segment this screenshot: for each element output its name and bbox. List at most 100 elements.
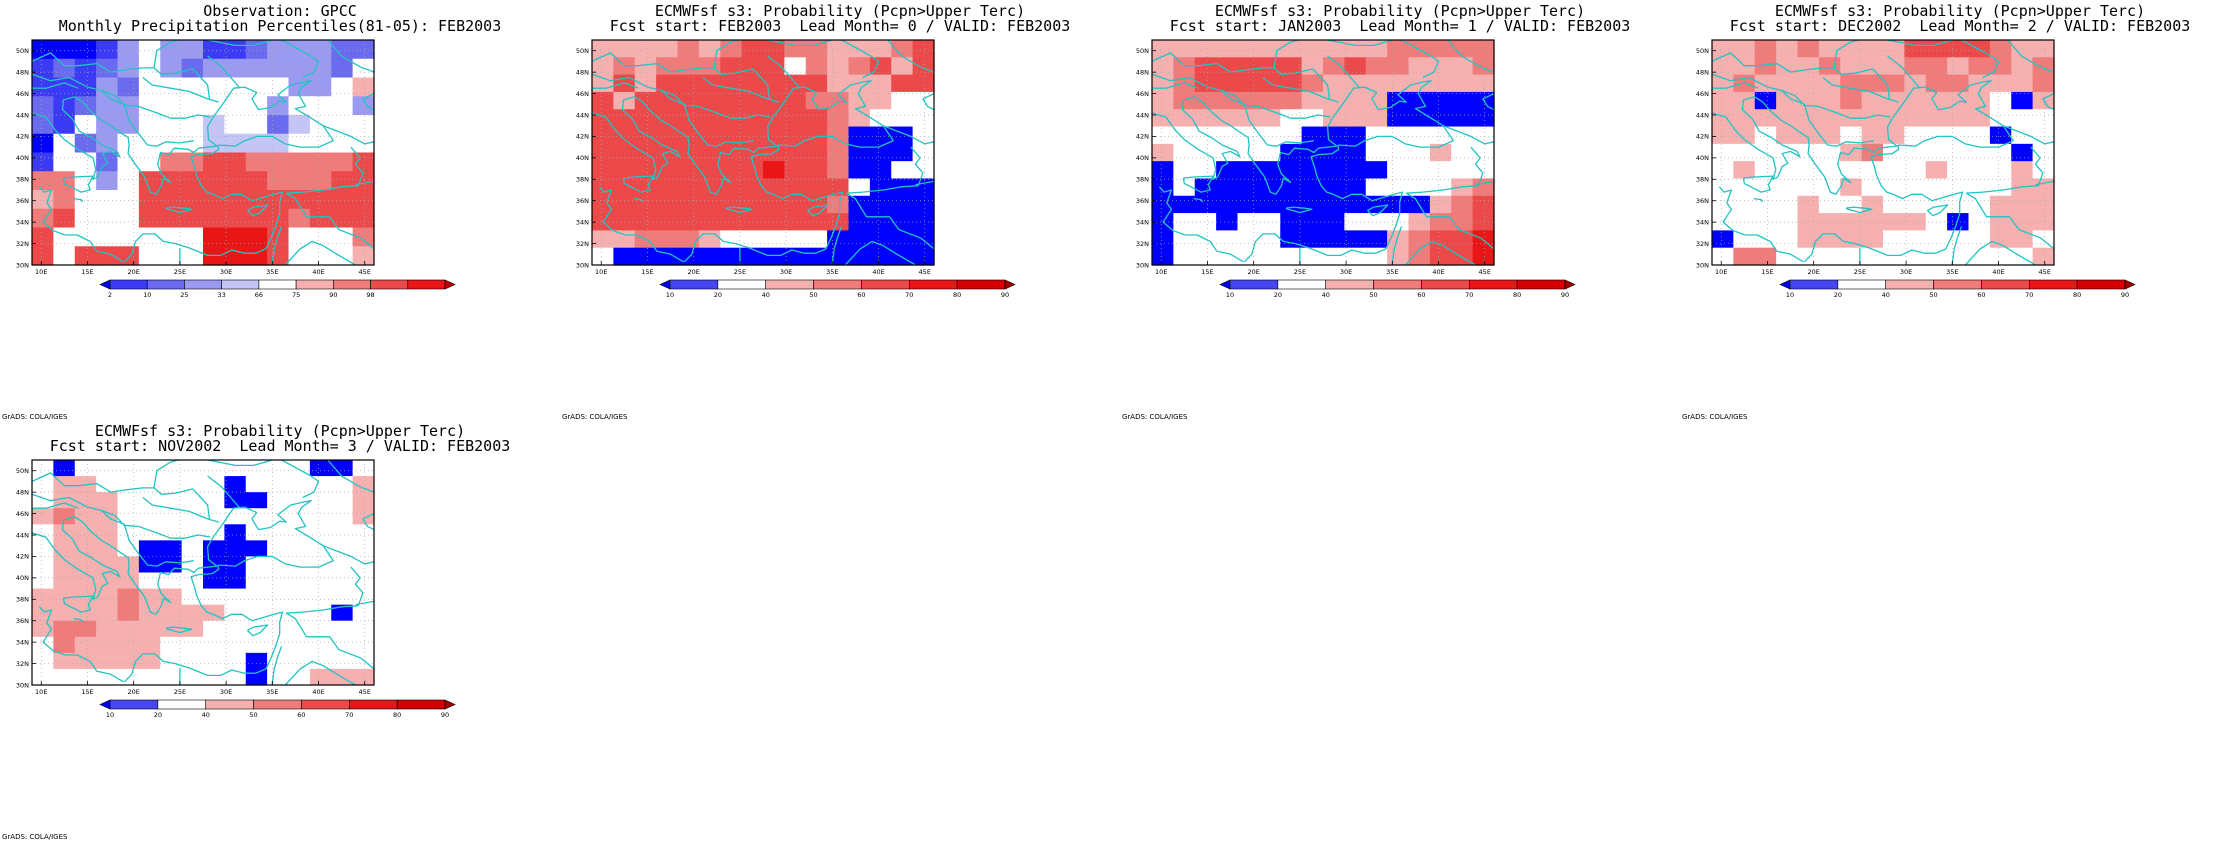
grid-cell bbox=[677, 40, 700, 58]
colorbar: 10 20 40 50 60 70 80 90 bbox=[1219, 279, 1576, 299]
grid-cell bbox=[1237, 40, 1260, 58]
grid-cell bbox=[1776, 178, 1799, 197]
grid-cell bbox=[1258, 143, 1281, 162]
grid-cell bbox=[1408, 230, 1431, 249]
grid-cell bbox=[1344, 213, 1367, 231]
coastline bbox=[271, 226, 283, 265]
grid-cell bbox=[1301, 74, 1324, 93]
grid-cell bbox=[1451, 40, 1474, 58]
grid-cell bbox=[288, 77, 311, 97]
grid-cell bbox=[160, 115, 183, 135]
grid-cell bbox=[117, 246, 140, 266]
grid-cell bbox=[309, 96, 332, 116]
coastline bbox=[165, 626, 193, 634]
colorbar-label: 40 bbox=[762, 291, 770, 299]
grid-cell bbox=[203, 190, 225, 210]
grid-cell bbox=[1925, 57, 1948, 76]
lat-tick-label: 46N bbox=[1136, 90, 1149, 98]
grid-cell bbox=[1280, 91, 1303, 110]
grid-cell bbox=[288, 668, 311, 686]
grid-cell bbox=[331, 460, 354, 477]
grid-cell bbox=[784, 178, 807, 197]
coastline bbox=[2035, 180, 2054, 186]
grid-cell bbox=[1451, 213, 1474, 231]
grid-cell bbox=[352, 77, 375, 97]
lon-tick-label: 30E bbox=[780, 268, 792, 276]
grid-cell bbox=[1258, 126, 1281, 145]
grid-cell bbox=[1989, 143, 2012, 162]
grid-cell bbox=[32, 476, 54, 493]
grid-cell bbox=[1989, 126, 2012, 145]
lon-tick-label: 40E bbox=[872, 268, 884, 276]
grid-cell bbox=[1947, 74, 1970, 93]
grid-cell bbox=[848, 161, 871, 180]
grid-cell bbox=[160, 152, 183, 172]
coastline bbox=[1406, 146, 1484, 194]
grid-cell bbox=[784, 126, 807, 145]
grid-cell bbox=[1152, 143, 1174, 162]
grid-cell bbox=[2032, 57, 2055, 76]
grid-cell bbox=[288, 636, 311, 654]
coastline bbox=[123, 144, 284, 263]
grid-cell bbox=[1968, 247, 1991, 266]
coastline bbox=[592, 96, 681, 180]
grid-cell bbox=[848, 126, 871, 145]
grid-cell bbox=[1712, 195, 1734, 214]
grads-credit: GrADS: COLA/IGES bbox=[2, 413, 68, 421]
grid-cell bbox=[1216, 74, 1239, 93]
coastline bbox=[271, 646, 283, 685]
coastline bbox=[1964, 240, 2036, 265]
grid-cell bbox=[1237, 195, 1260, 214]
grid-cell bbox=[1365, 74, 1388, 93]
grid-cell bbox=[869, 109, 892, 128]
coastline bbox=[915, 180, 934, 186]
grid-cell bbox=[117, 636, 140, 654]
grid-cell bbox=[288, 588, 311, 606]
grid-cell bbox=[1429, 195, 1452, 214]
grid-cell bbox=[1152, 91, 1174, 110]
grid-cell bbox=[1387, 109, 1410, 128]
grid-cell bbox=[1152, 195, 1174, 214]
grid-cell bbox=[1754, 57, 1777, 76]
grid-cell bbox=[1258, 230, 1281, 249]
grid-cell bbox=[309, 246, 332, 266]
grid-cell bbox=[1861, 126, 1884, 145]
grid-cell bbox=[784, 195, 807, 214]
grid-cell bbox=[1323, 40, 1345, 58]
grid-cell bbox=[1258, 178, 1281, 197]
colorbar-label: 33 bbox=[218, 291, 226, 299]
grid-cell bbox=[53, 115, 76, 135]
colorbar-end-high bbox=[444, 699, 456, 710]
grid-cell bbox=[74, 668, 97, 686]
grid-cell bbox=[1904, 57, 1927, 76]
colorbar-label: 80 bbox=[953, 291, 961, 299]
grid-cell bbox=[848, 230, 871, 249]
grid-cell bbox=[160, 476, 183, 493]
colorbar-label: 90 bbox=[2121, 291, 2129, 299]
colorbar-segment bbox=[301, 699, 350, 710]
grid-cell bbox=[1472, 247, 1495, 266]
lon-tick-label: 30E bbox=[1340, 268, 1352, 276]
colorbar-label: 60 bbox=[1977, 291, 1985, 299]
coastline bbox=[32, 82, 79, 89]
grid-cell bbox=[224, 77, 247, 97]
grid-cell bbox=[1429, 57, 1452, 76]
grid-cell bbox=[848, 143, 871, 162]
grid-cell bbox=[352, 524, 375, 541]
grid-cell bbox=[160, 508, 183, 525]
grid-cell bbox=[1194, 161, 1217, 180]
lat-tick-label: 42N bbox=[16, 553, 29, 561]
lat-tick-label: 40N bbox=[16, 574, 29, 582]
grid-cell bbox=[331, 96, 354, 116]
grid-cell bbox=[138, 540, 161, 558]
grid-cell bbox=[245, 572, 268, 590]
grid-cell bbox=[2032, 247, 2055, 266]
lat-tick-label: 34N bbox=[16, 638, 29, 646]
lat-tick-label: 36N bbox=[16, 197, 29, 205]
grid-cell bbox=[827, 126, 850, 145]
grid-cell bbox=[352, 96, 375, 116]
grid-cell bbox=[288, 171, 311, 191]
grid-cell bbox=[96, 620, 119, 638]
grid-cell bbox=[1776, 40, 1799, 58]
grid-cell bbox=[160, 227, 183, 247]
